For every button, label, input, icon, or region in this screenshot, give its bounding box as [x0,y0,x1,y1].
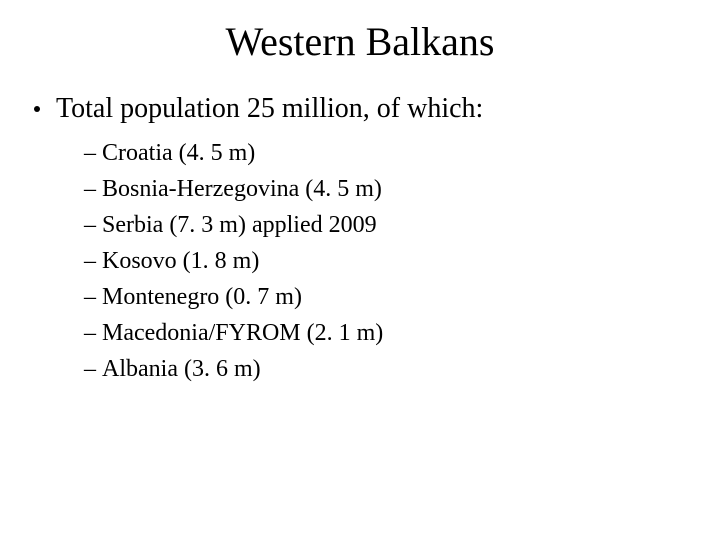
list-item-text: Croatia (4. 5 m) [102,135,255,171]
dash-icon: – [84,279,96,315]
main-bullet-text: Total population 25 million, of which: [56,93,483,125]
dash-icon: – [84,243,96,279]
dash-icon: – [84,135,96,171]
list-item: – Kosovo (1. 8 m) [84,243,690,279]
list-item-text: Montenegro (0. 7 m) [102,279,302,315]
slide-title: Western Balkans [30,18,690,65]
list-item: – Montenegro (0. 7 m) [84,279,690,315]
list-item-text: Serbia (7. 3 m) applied 2009 [102,207,377,243]
slide: Western Balkans Total population 25 mill… [0,0,720,540]
list-item-text: Kosovo (1. 8 m) [102,243,259,279]
dash-icon: – [84,171,96,207]
list-item: – Serbia (7. 3 m) applied 2009 [84,207,690,243]
dash-icon: – [84,351,96,387]
list-item-text: Albania (3. 6 m) [102,351,261,387]
main-bullet-row: Total population 25 million, of which: [30,93,690,125]
bullet-icon [34,106,40,112]
list-item-text: Macedonia/FYROM (2. 1 m) [102,315,383,351]
list-item: – Albania (3. 6 m) [84,351,690,387]
list-item: – Macedonia/FYROM (2. 1 m) [84,315,690,351]
dash-icon: – [84,315,96,351]
sub-list: – Croatia (4. 5 m) – Bosnia-Herzegovina … [84,135,690,387]
dash-icon: – [84,207,96,243]
list-item-text: Bosnia-Herzegovina (4. 5 m) [102,171,382,207]
list-item: – Croatia (4. 5 m) [84,135,690,171]
list-item: – Bosnia-Herzegovina (4. 5 m) [84,171,690,207]
